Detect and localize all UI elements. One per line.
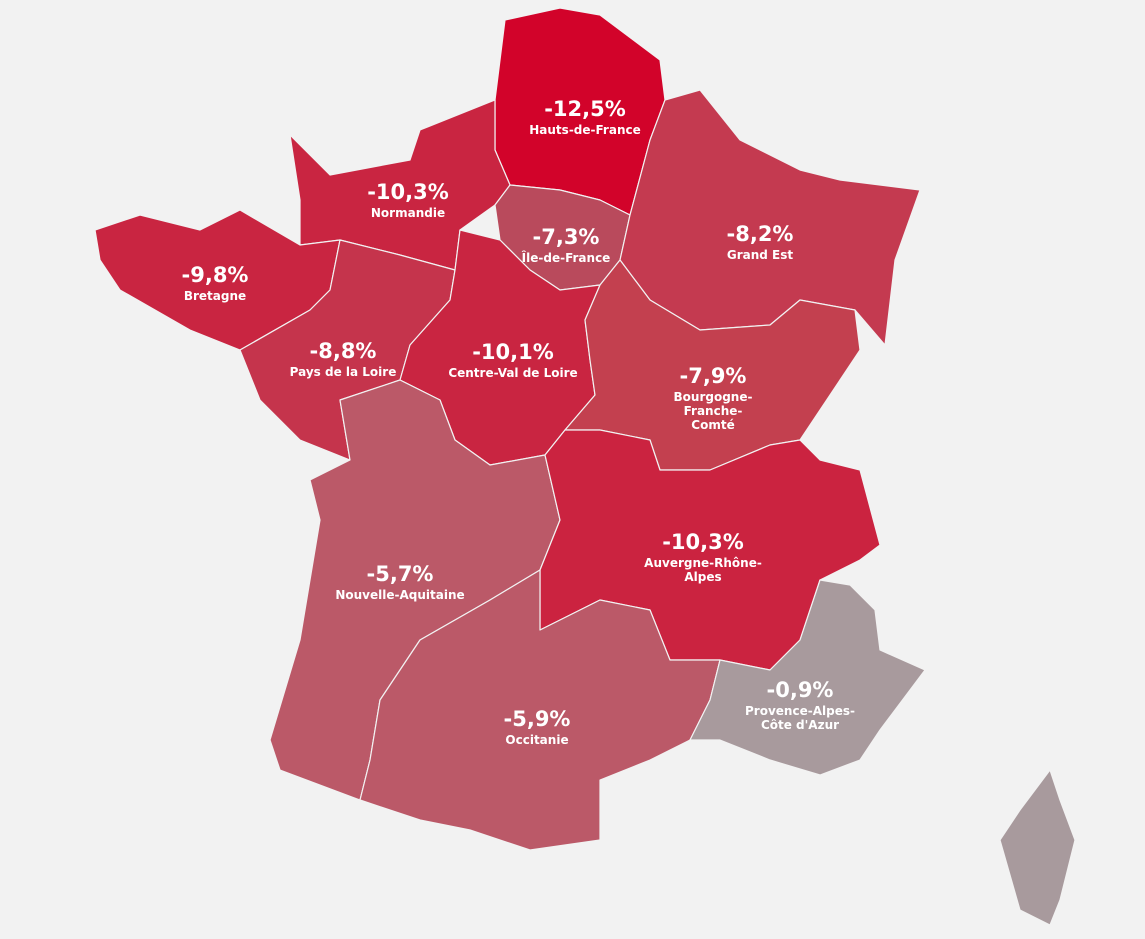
region-label: -5,7% Nouvelle-Aquitaine — [330, 562, 470, 602]
value-label: -10,3% — [662, 530, 744, 554]
region-label: -10,3% Normandie — [348, 180, 468, 220]
region — [689, 579, 926, 776]
region-name: Normandie — [370, 206, 446, 220]
region-label: -8,8% Pays de la Loire — [278, 339, 408, 379]
value-label: -5,7% — [366, 562, 434, 586]
region-label: -10,1% Centre-Val de Loire — [443, 340, 583, 380]
region — [359, 569, 721, 851]
region-label: -12,5% Hauts-de-France — [515, 97, 655, 137]
region-label: -0,9% Provence-Alpes-Côte d'Azur — [738, 678, 863, 732]
value-label: -0,9% — [766, 678, 834, 702]
region-label: -10,3% Auvergne-Rhône-Alpes — [628, 530, 778, 584]
value-label: -12,5% — [544, 97, 626, 121]
region-name: Nouvelle-Aquitaine — [335, 588, 465, 602]
region — [619, 89, 921, 346]
value-label: -10,3% — [367, 180, 449, 204]
value-label: -5,9% — [503, 707, 571, 731]
region-name: Auvergne-Rhône-Alpes — [644, 556, 762, 584]
region-name: Provence-Alpes-Côte d'Azur — [745, 704, 855, 732]
region-label: -5,9% Occitanie — [477, 707, 597, 747]
region-corsica — [999, 769, 1076, 926]
region-name: Bourgogne-Franche-Comté — [673, 390, 753, 432]
value-label: -9,8% — [181, 263, 249, 287]
region-label: -7,3% Île-de-France — [516, 225, 616, 265]
value-label: -7,9% — [679, 364, 747, 388]
value-label: -8,2% — [726, 222, 794, 246]
region-label: -9,8% Bretagne — [155, 263, 275, 303]
region-name: Occitanie — [505, 733, 569, 747]
value-label: -7,3% — [532, 225, 600, 249]
region-name: Île-de-France — [521, 251, 611, 265]
region-name: Grand Est — [726, 248, 794, 262]
value-label: -8,8% — [309, 339, 377, 363]
region-label: -7,9% Bourgogne-Franche-Comté — [663, 364, 763, 432]
region-name: Pays de la Loire — [289, 365, 397, 379]
region-label: -8,2% Grand Est — [700, 222, 820, 262]
value-label: -10,1% — [472, 340, 554, 364]
region-name: Bretagne — [183, 289, 247, 303]
region-name: Hauts-de-France — [529, 123, 641, 137]
region-name: Centre-Val de Loire — [448, 366, 578, 380]
